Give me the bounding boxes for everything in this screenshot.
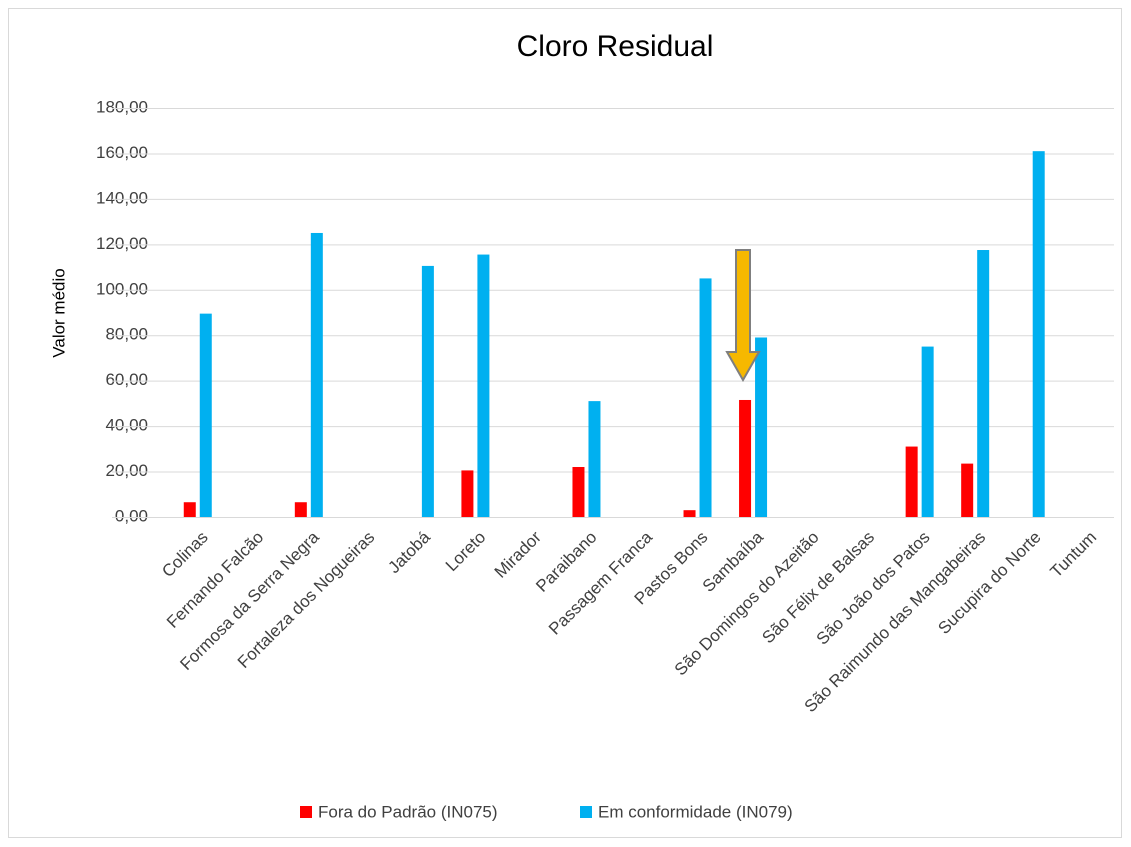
- legend-label: Fora do Padrão (IN075): [318, 802, 498, 821]
- y-tick-label: 160,00: [96, 143, 148, 162]
- chart-border: [8, 8, 1122, 838]
- bar: [961, 463, 974, 517]
- bar: [739, 399, 752, 517]
- bar: [199, 313, 212, 517]
- legend-swatch: [580, 806, 592, 818]
- bar: [183, 502, 196, 517]
- legend-swatch: [300, 806, 312, 818]
- bar: [588, 401, 601, 517]
- bar: [572, 467, 585, 517]
- bar: [1032, 151, 1045, 517]
- bar: [755, 337, 768, 517]
- bar: [461, 470, 474, 517]
- y-tick-label: 180,00: [96, 97, 148, 116]
- bar: [294, 502, 307, 517]
- y-tick-label: 40,00: [105, 416, 148, 435]
- bar: [683, 510, 696, 517]
- legend-label: Em conformidade (IN079): [598, 802, 793, 821]
- y-tick-label: 120,00: [96, 234, 148, 253]
- y-tick-label: 140,00: [96, 188, 148, 207]
- bar: [310, 232, 323, 517]
- bar: [699, 278, 712, 517]
- bar: [421, 265, 434, 517]
- bar: [905, 446, 918, 517]
- y-tick-label: 100,00: [96, 279, 148, 298]
- y-tick-label: 80,00: [105, 325, 148, 344]
- y-tick-label: 20,00: [105, 461, 148, 480]
- chart-title: Cloro Residual: [517, 30, 714, 63]
- y-tick-label: 60,00: [105, 370, 148, 389]
- bar: [921, 346, 934, 517]
- arrow-annotation: [725, 249, 761, 383]
- bar: [977, 250, 990, 517]
- y-axis-label: Valor médio: [49, 268, 68, 357]
- y-tick-label: 0,00: [115, 506, 148, 525]
- bar: [477, 254, 490, 517]
